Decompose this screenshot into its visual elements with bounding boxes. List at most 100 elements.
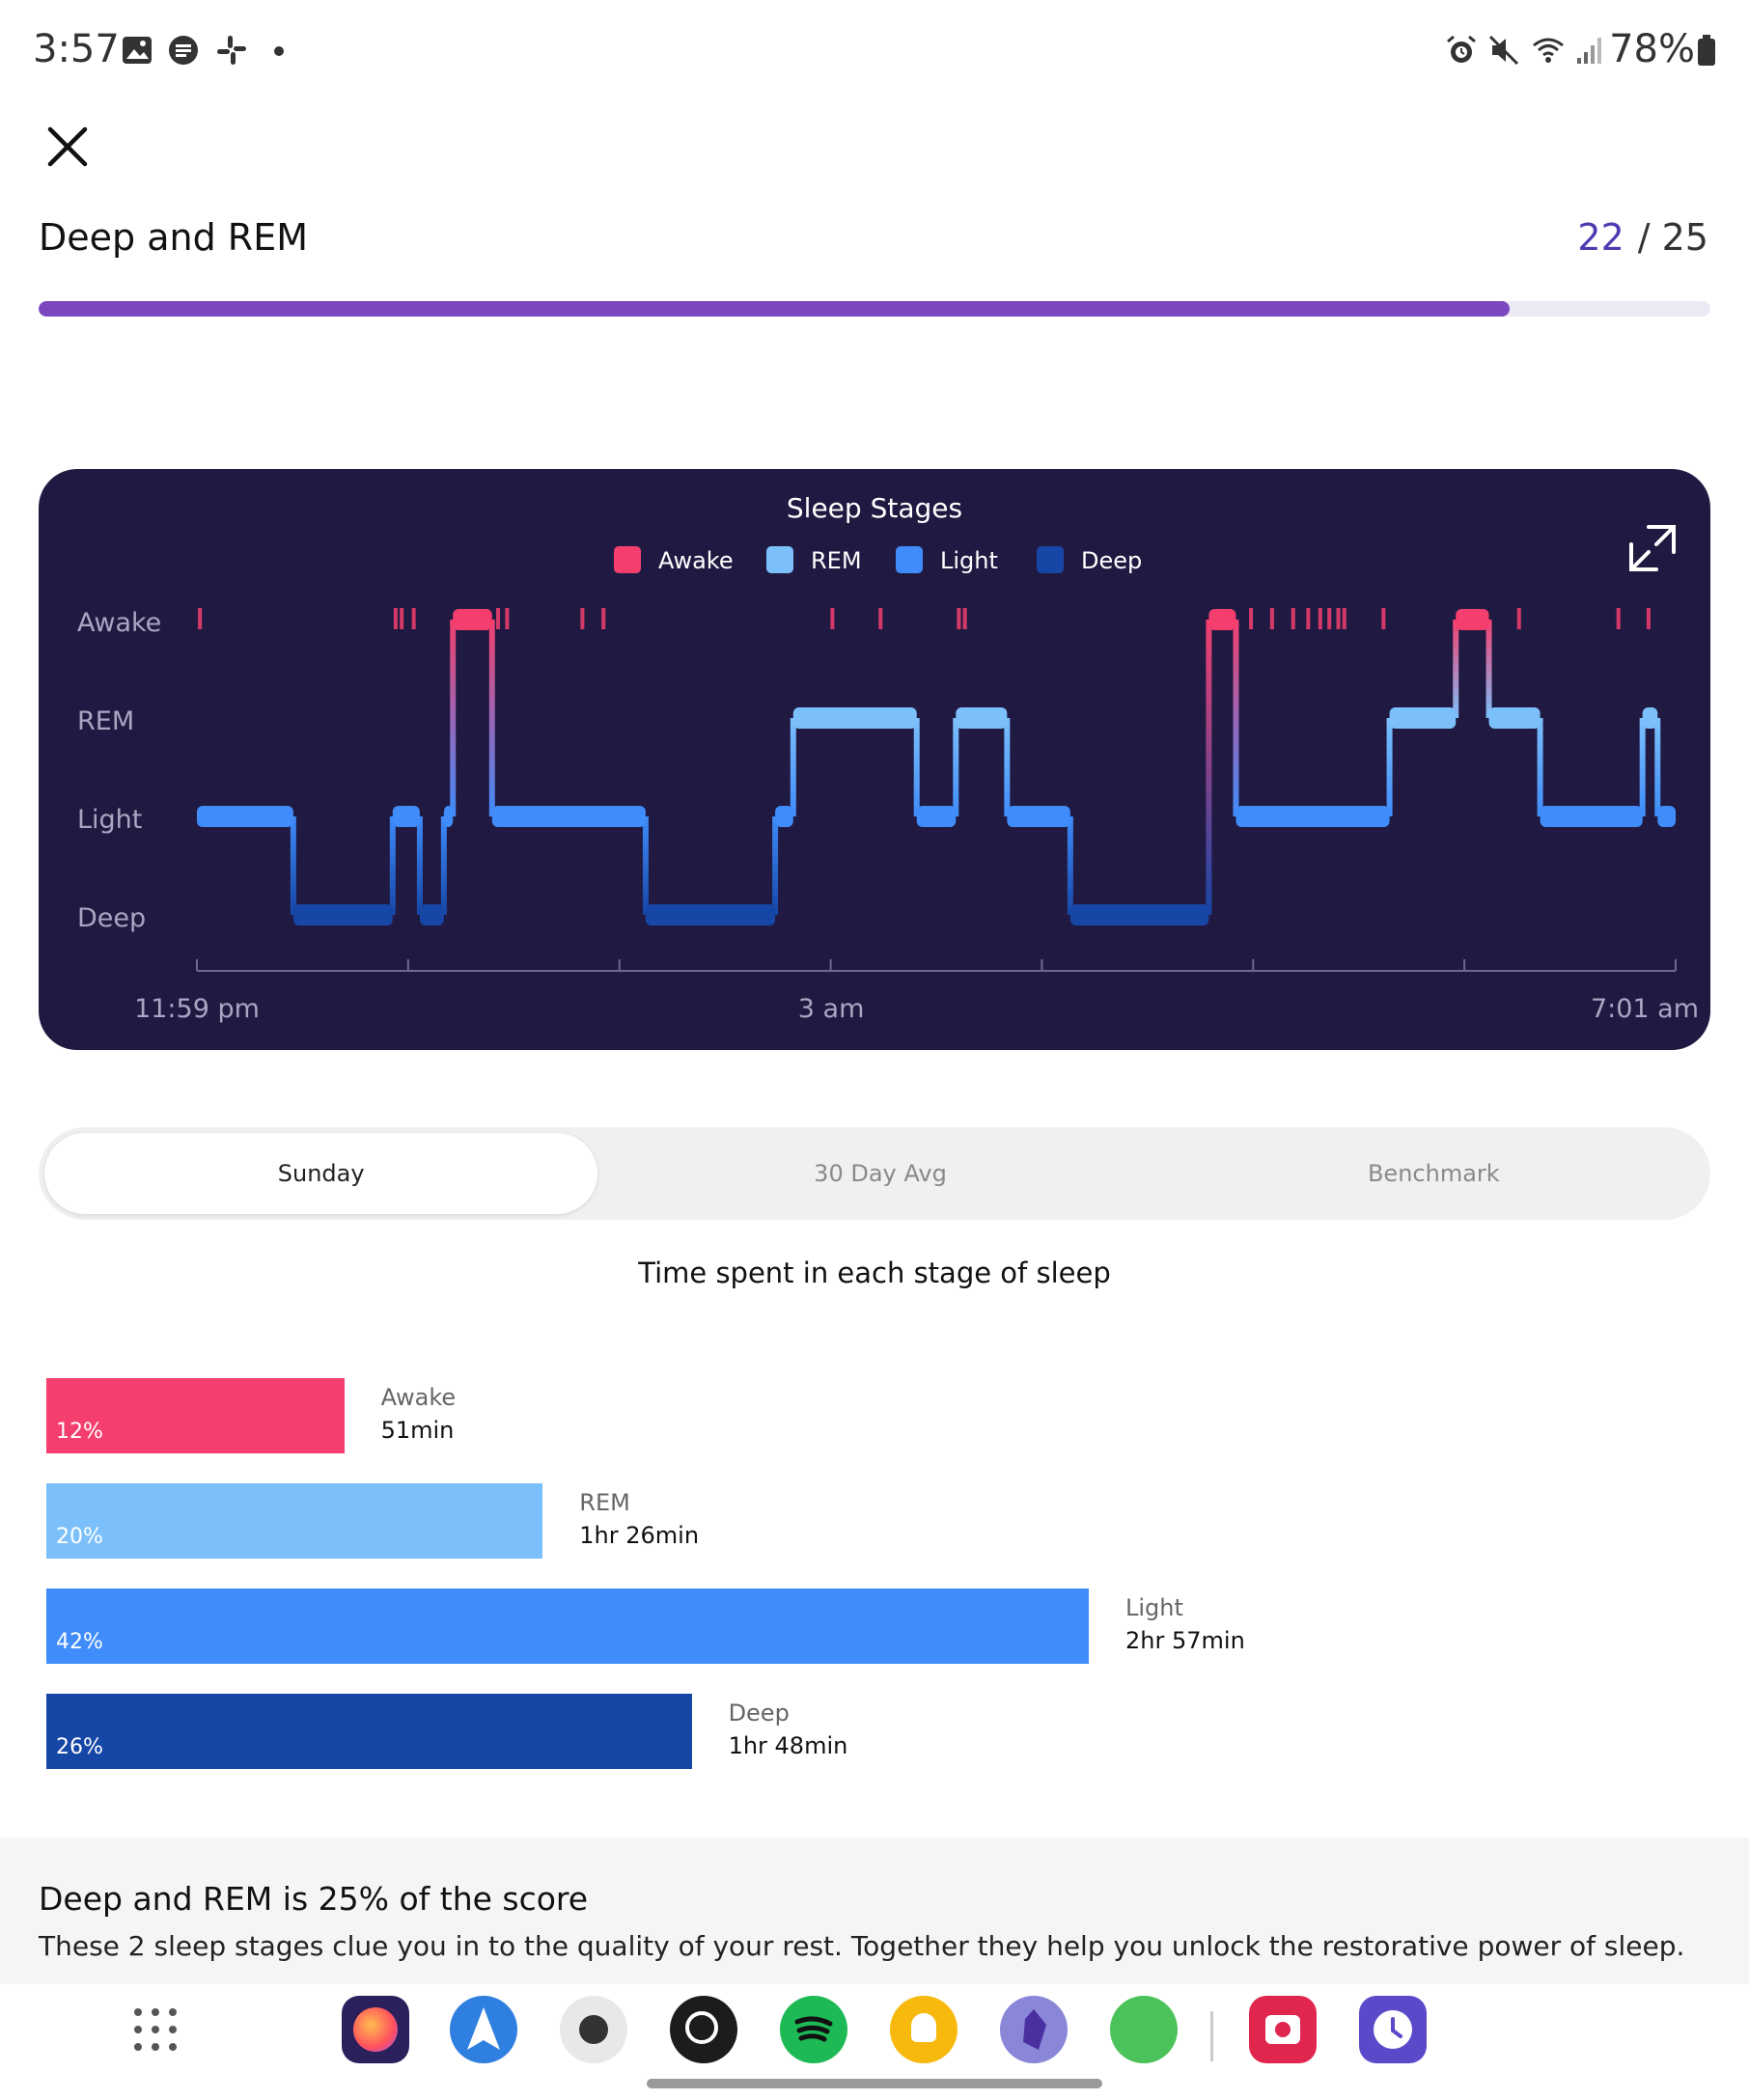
stage-duration-rem: 1hr 26min [579, 1522, 700, 1549]
stage-duration-light: 2hr 57min [1125, 1627, 1245, 1654]
notification-dot-icon [274, 46, 284, 56]
legend-swatch-rem [766, 546, 793, 573]
brief-awakening-mark [580, 608, 585, 629]
stage-bar-deep: 26% [46, 1694, 692, 1769]
screen-recorder-icon[interactable] [1249, 1996, 1317, 2063]
legend-swatch-light [896, 546, 923, 573]
stage-percent-rem: 20% [56, 1525, 103, 1549]
android-app-icon[interactable] [1110, 1996, 1178, 2063]
info-title: Deep and REM is 25% of the score [39, 1880, 589, 1918]
y-label-awake: Awake [77, 608, 161, 638]
score-readout: 22 / 25 [1577, 216, 1708, 259]
score-progress-bar [39, 301, 1710, 317]
stage-segment-rem [956, 707, 1008, 729]
stage-segment-rem [792, 707, 917, 729]
legend-label-rem: REM [811, 547, 862, 574]
stage-transition [1485, 620, 1492, 718]
obsidian-icon[interactable] [1000, 1996, 1068, 2063]
brief-awakening-mark [957, 608, 961, 629]
brief-awakening-mark [1381, 608, 1386, 629]
score-max: / 25 [1637, 216, 1708, 259]
brief-awakening-mark [1646, 608, 1651, 629]
brief-awakening-mark [496, 608, 501, 629]
brief-awakening-mark [400, 608, 404, 629]
brief-awakening-mark [1249, 608, 1254, 629]
brief-awakening-mark [1306, 608, 1311, 629]
status-time: 3:57 [33, 27, 120, 71]
spotify-icon[interactable] [780, 1996, 847, 2063]
stage-transition [1654, 718, 1661, 816]
stage-transition [790, 718, 796, 816]
brief-awakening-mark [1318, 608, 1322, 629]
tab-benchmark[interactable]: Benchmark [1367, 1160, 1500, 1187]
breakdown-title: Time spent in each stage of sleep [638, 1257, 1111, 1289]
stage-transition [772, 816, 779, 915]
stage-transition [1206, 620, 1212, 915]
stage-duration-deep: 1hr 48min [728, 1732, 848, 1759]
legend-swatch-awake [614, 546, 641, 573]
battery-level: 78% [1609, 27, 1695, 71]
brief-awakening-mark [393, 608, 398, 629]
close-icon[interactable] [44, 124, 91, 170]
stage-segment-light [1540, 806, 1643, 827]
slack-icon [217, 36, 246, 65]
stage-segment-deep [419, 904, 444, 926]
stage-transition [1004, 718, 1011, 816]
dock-divider [1210, 2011, 1213, 2061]
stage-segment-light [392, 806, 420, 827]
stage-segment-light [775, 806, 793, 827]
spark-mail-icon[interactable] [450, 1996, 517, 2063]
bixby-icon[interactable] [670, 1996, 737, 2063]
brief-awakening-mark [1616, 608, 1621, 629]
x-tick-label: 7:01 am [1591, 994, 1699, 1024]
legend-label-awake: Awake [658, 547, 734, 574]
brief-awakening-mark [1269, 608, 1274, 629]
expand-icon[interactable] [1629, 525, 1676, 571]
news-icon [169, 36, 198, 65]
gallery-icon [123, 37, 152, 64]
legend-label-deep: Deep [1081, 547, 1142, 574]
signal-icon [1577, 38, 1601, 64]
brief-awakening-mark [505, 608, 510, 629]
stage-bar-awake: 12% [46, 1378, 345, 1453]
y-label-light: Light [77, 805, 142, 835]
stage-label-awake: Awake [380, 1384, 457, 1411]
stage-transition [290, 816, 296, 915]
apps-grid-icon[interactable] [133, 2007, 178, 2052]
home-indicator[interactable] [647, 2079, 1102, 2088]
stage-transition [1537, 718, 1543, 816]
stage-label-rem: REM [579, 1489, 630, 1516]
brief-awakening-mark [962, 608, 967, 629]
legend-swatch-deep [1037, 546, 1064, 573]
tab-30-day-avg[interactable]: 30 Day Avg [814, 1160, 947, 1187]
stage-bar-rem: 20% [46, 1483, 543, 1559]
brief-awakening-mark [1516, 608, 1521, 629]
tab-sunday[interactable]: Sunday [44, 1133, 598, 1214]
brief-awakening-mark [411, 608, 416, 629]
stage-transition [416, 816, 423, 915]
stage-segment-awake [1208, 609, 1236, 630]
stage-transition [1639, 718, 1646, 816]
stage-segment-rem [1642, 707, 1658, 729]
keep-notes-icon[interactable] [890, 1996, 958, 2063]
score-progress-fill [39, 301, 1511, 317]
clock-icon[interactable] [1359, 1996, 1427, 2063]
firefox-beta-icon[interactable] [342, 1996, 409, 2063]
brief-awakening-mark [830, 608, 835, 629]
stage-transition [953, 718, 959, 816]
stage-transition [389, 816, 396, 915]
stage-transition [1453, 620, 1459, 718]
stage-segment-light [197, 806, 293, 827]
stage-segment-deep [1069, 904, 1209, 926]
stage-label-light: Light [1125, 1594, 1183, 1621]
x-tick-label: 11:59 pm [134, 994, 260, 1024]
brief-awakening-mark [601, 608, 606, 629]
stage-segment-light [491, 806, 646, 827]
sleep-stages-chart[interactable]: Sleep Stages Awake REM Light Deep Awake REM Lig… [39, 469, 1710, 1050]
stage-percent-deep: 26% [56, 1735, 103, 1759]
stage-segment-light [1235, 806, 1390, 827]
brief-awakening-mark [1291, 608, 1295, 629]
stage-duration-awake: 51min [380, 1417, 455, 1444]
stage-label-deep: Deep [728, 1699, 790, 1727]
camera-app-icon[interactable] [560, 1996, 627, 2063]
